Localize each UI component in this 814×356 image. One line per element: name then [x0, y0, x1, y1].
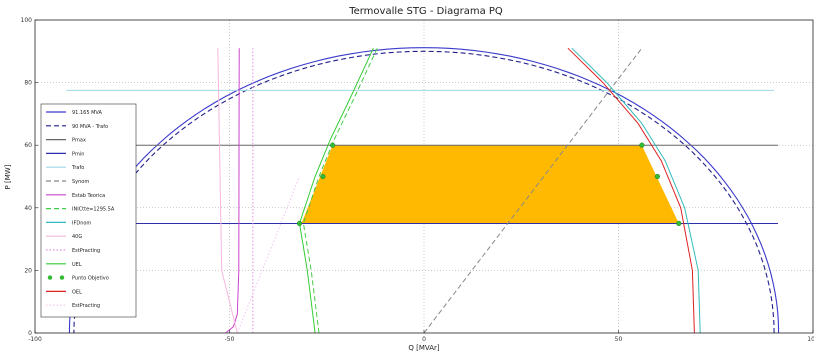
- legend-entry-label: Pmax: [72, 138, 86, 144]
- legend-swatch: [59, 275, 65, 280]
- legend-entry-label: Pmin: [72, 151, 84, 157]
- x-tick-label: 0: [422, 336, 426, 343]
- point-objetivo-marker: [654, 173, 661, 180]
- legend: 91.165 MVA 90 MVA - Trafo Pmax Pmin Trafo Syn…: [40, 103, 137, 318]
- series-oel: [567, 47, 695, 334]
- series-uel: [298, 47, 374, 334]
- series-estpracting: [236, 176, 300, 334]
- operating-region-fill: [301, 145, 679, 224]
- legend-entry-label: Estab Teorica: [72, 193, 105, 199]
- legend-entry-label: OEL: [72, 289, 82, 295]
- legend-entry-label: INICtte=1295.5A: [72, 207, 115, 213]
- point-objetivo-marker: [676, 220, 682, 227]
- legend-entry-label: 40G: [72, 234, 82, 240]
- chart-title: Termovalle STG - Diagrama PQ: [348, 6, 503, 17]
- point-objetivo-marker: [320, 173, 326, 180]
- y-tick-label: 100: [21, 17, 33, 24]
- x-tick-label: 100: [807, 336, 814, 343]
- legend-entry-label: EstPracting: [72, 303, 100, 309]
- legend-entry-label: Trafo: [71, 165, 84, 171]
- y-tick-label: 20: [24, 267, 32, 274]
- series-layer: [62, 47, 780, 334]
- y-tick-label: 40: [24, 205, 32, 212]
- series-inictte-1295-5a: [302, 47, 378, 334]
- legend-entry-label: 90 MVA - Trafo: [72, 124, 108, 130]
- legend-entry-label: IFDnom: [72, 220, 91, 226]
- x-tick-label: -100: [28, 336, 42, 343]
- legend-entry-label: Synom: [72, 179, 89, 185]
- legend-entry-label: UEL: [72, 262, 82, 268]
- operating-region: [301, 145, 679, 224]
- y-tick-label: 60: [24, 142, 32, 149]
- point-objetivo-marker: [639, 142, 645, 148]
- x-axis-label: Q [MVAr]: [408, 344, 440, 352]
- legend-swatch: [47, 275, 53, 280]
- legend-entry-label: EstPracting: [72, 248, 100, 254]
- series-ifdnom: [571, 47, 701, 334]
- y-tick-label: 0: [28, 330, 32, 337]
- axis-ticks: -100 -50 0 50 100 0 20 40 60 80 100: [21, 17, 814, 343]
- y-axis-label: P [MW]: [4, 164, 12, 189]
- x-tick-label: -50: [225, 336, 235, 343]
- series-estab-teorica: [225, 48, 240, 334]
- point-objetivo-marker: [296, 220, 303, 227]
- series-40g: [217, 48, 238, 334]
- legend-entry-label: Punto Objetivo: [72, 276, 109, 282]
- x-tick-label: 50: [615, 336, 623, 343]
- legend-entry-label: 91.165 MVA: [72, 110, 102, 116]
- y-tick-label: 80: [24, 80, 32, 87]
- point-objetivo-marker: [329, 142, 336, 148]
- series-synom: [423, 47, 643, 334]
